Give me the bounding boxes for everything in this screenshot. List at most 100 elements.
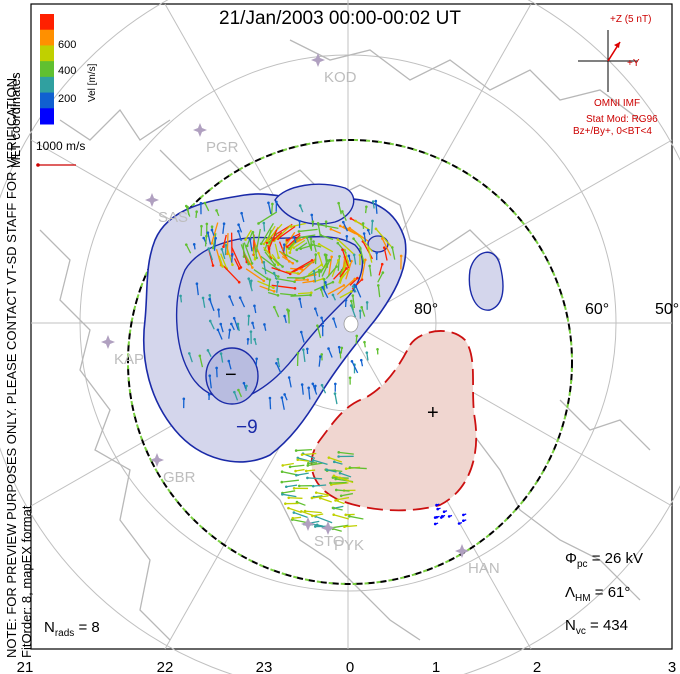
velocity-vector-origin — [298, 219, 301, 223]
velocity-vector — [298, 234, 316, 239]
velocity-vector — [263, 222, 266, 232]
velocity-vector — [300, 331, 305, 343]
velocity-vector — [281, 256, 294, 264]
velocity-vector-origin — [280, 396, 284, 399]
velocity-vector-origin — [297, 230, 301, 233]
velocity-vector-origin — [267, 201, 270, 205]
velocity-vector — [307, 264, 323, 276]
velocity-vector — [378, 264, 383, 276]
velocity-vector-origin — [283, 393, 286, 396]
velocity-vector-origin — [365, 301, 369, 304]
velocity-vector — [291, 259, 313, 273]
velocity-vector — [233, 258, 240, 269]
velocity-vector — [355, 335, 358, 344]
velocity-vector — [299, 298, 303, 309]
ref-vector-dot — [36, 163, 40, 167]
mlt-tick-23: 23 — [256, 659, 273, 674]
velocity-vector-origin — [247, 314, 251, 318]
velocity-vector-origin — [316, 221, 320, 225]
velocity-vector — [336, 278, 356, 296]
velocity-vector-origin — [323, 253, 327, 257]
coastline-west — [39, 229, 171, 641]
velocity-vector-origin — [237, 280, 241, 284]
velocity-vector — [298, 228, 318, 233]
positive-max-marker: + — [427, 402, 439, 424]
velocity-vector-origin — [195, 210, 198, 214]
velocity-vector-origin — [306, 278, 309, 282]
velocity-vector-origin — [281, 265, 284, 268]
velocity-vector-origin — [321, 286, 324, 289]
velocity-vector-origin — [371, 200, 375, 203]
velocity-vector — [308, 462, 317, 464]
velocity-vector — [349, 277, 358, 286]
velocity-vector-origin — [220, 247, 224, 251]
velocity-vector — [314, 308, 319, 317]
velocity-vector-origin — [268, 241, 271, 244]
velocity-vector-origin — [344, 467, 348, 470]
velocity-vector-origin — [293, 280, 296, 284]
velocity-vector — [353, 254, 357, 265]
velocity-vector — [221, 249, 226, 260]
velocity-vector-origin — [219, 322, 223, 326]
imf-dial — [578, 30, 638, 92]
velocity-vector-origin — [310, 213, 314, 217]
velocity-vector-origin — [337, 451, 341, 454]
velocity-vector-origin — [435, 503, 438, 507]
velocity-vector-origin — [433, 522, 437, 526]
velocity-vector — [277, 225, 296, 240]
velocity-vector — [290, 464, 305, 468]
velocity-vector-origin — [314, 491, 318, 494]
velocity-vector-origin — [280, 480, 284, 484]
velocity-vector-origin — [355, 334, 359, 338]
velocity-vector-origin — [299, 330, 303, 334]
velocity-vector-origin — [338, 471, 342, 475]
velocity-vector-origin — [268, 396, 272, 400]
velocity-vector-origin — [300, 383, 304, 386]
station-marker — [321, 521, 335, 535]
velocity-vector-origin — [447, 515, 451, 518]
velocity-vector — [260, 222, 274, 245]
velocity-vector — [311, 523, 323, 527]
velocity-vector-origin — [228, 295, 231, 298]
preview-notice-line1: NOTE: FOR PREVIEW PURPOSES ONLY. PLEASE … — [4, 74, 19, 658]
velocity-vector-origin — [207, 247, 210, 250]
stat-lambda-hm: ΛHM = 61° — [565, 584, 630, 604]
velocity-vector-origin — [215, 366, 218, 370]
velocity-vector-origin — [349, 217, 353, 220]
velocity-vector — [270, 203, 274, 215]
velocity-vector — [252, 232, 255, 241]
velocity-vector — [231, 246, 242, 268]
velocity-vector — [240, 244, 250, 265]
fit-order-line: FitOrder: 8, mapEX format — [19, 505, 34, 658]
velocity-vector-origin — [237, 267, 241, 270]
velocity-vector-origin — [306, 347, 309, 351]
velocity-vector-origin — [288, 465, 292, 469]
velocity-vector-origin — [365, 351, 369, 354]
velocity-vector-origin — [327, 456, 331, 459]
velocity-vector-origin — [350, 259, 353, 263]
negative-contour-inner — [205, 347, 259, 405]
velocity-vector-origin — [353, 277, 357, 281]
velocity-vector-origin — [300, 453, 304, 456]
velocity-vector-origin — [343, 525, 346, 528]
velocity-vector — [342, 221, 349, 232]
velocity-vector — [320, 234, 334, 241]
mlt-axis: 21 22 23 0 1 2 3 — [17, 659, 677, 674]
velocity-vector — [243, 242, 253, 264]
velocity-vector-origin — [358, 253, 362, 257]
colorbar-segment — [40, 108, 54, 125]
velocity-vector-origin — [358, 309, 362, 313]
velocity-vector — [281, 479, 299, 483]
velocity-vector — [286, 234, 301, 248]
velocity-vector-origin — [310, 496, 314, 500]
velocity-vector — [296, 501, 306, 506]
velocity-vector — [218, 255, 224, 267]
velocity-vector-origin — [433, 516, 437, 519]
velocity-vector — [337, 239, 354, 255]
velocity-vector-origin — [182, 397, 186, 401]
velocity-vector-origin — [320, 263, 324, 266]
velocity-vector-origin — [300, 510, 303, 513]
velocity-vector — [333, 475, 350, 481]
velocity-vector-origin — [276, 357, 280, 361]
velocity-vector — [337, 256, 341, 271]
